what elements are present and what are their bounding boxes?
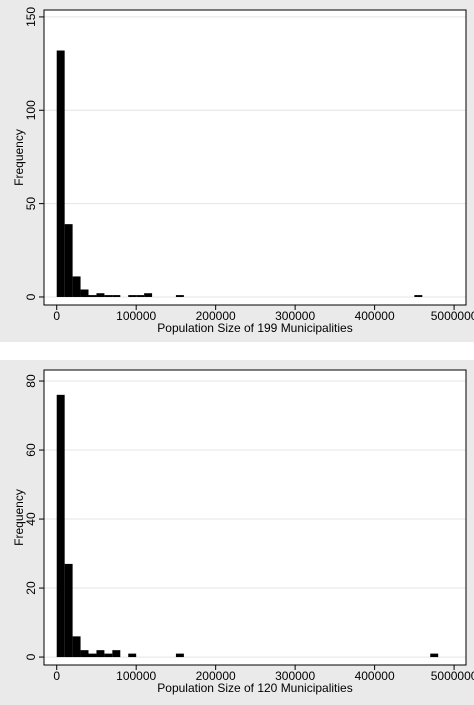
bar: [64, 224, 73, 297]
bar: [144, 293, 153, 297]
x-tick-label: 5000000: [431, 669, 474, 683]
bar: [96, 650, 105, 658]
x-tick-label: 400000: [355, 669, 395, 683]
plot-area: [44, 370, 466, 665]
y-tick-label: 0: [24, 653, 38, 660]
bar: [96, 293, 105, 297]
y-tick-label: 80: [24, 374, 38, 388]
x-tick-label: 0: [53, 309, 60, 323]
bar: [430, 653, 439, 658]
bar: [72, 276, 81, 297]
x-tick-label: 200000: [196, 669, 236, 683]
y-tick-label: 100: [24, 100, 38, 120]
bar: [104, 653, 113, 658]
bar: [414, 295, 423, 297]
y-tick-label: 20: [24, 581, 38, 595]
plot-frame: [43, 369, 467, 666]
y-tick-label: 150: [24, 7, 38, 27]
chart-panel: 0 50 100 150 0 100000 200000 300000 400000 500000…: [0, 0, 474, 342]
chart-panel: 0 20 40 60 80 0 100000 200000 300000 400000 500000…: [0, 360, 474, 705]
x-tick-label: 400000: [355, 309, 395, 323]
x-tick-label: 100000: [116, 669, 156, 683]
bar: [80, 650, 89, 658]
bar: [112, 295, 121, 297]
bar: [64, 563, 73, 658]
plot-area: [44, 10, 466, 305]
bar: [175, 295, 184, 297]
y-axis-label: Frequency: [12, 489, 26, 546]
bar: [136, 295, 145, 297]
bar: [56, 50, 65, 297]
x-tick-label: 300000: [275, 309, 315, 323]
bar: [128, 653, 137, 658]
bar: [80, 289, 89, 297]
x-tick-label: 200000: [196, 309, 236, 323]
bar: [112, 650, 121, 658]
y-tick-label: 60: [24, 443, 38, 457]
plot-frame: [43, 9, 467, 306]
x-tick-label: 5000000: [431, 309, 474, 323]
bar: [56, 394, 65, 658]
x-tick-label: 300000: [275, 669, 315, 683]
y-tick-label: 0: [24, 293, 38, 300]
y-tick-label: 40: [24, 512, 38, 526]
bar: [88, 653, 97, 658]
bar: [72, 636, 81, 658]
bar: [88, 295, 97, 297]
y-axis-label: Frequency: [12, 129, 26, 186]
bar: [128, 295, 137, 297]
bar: [175, 653, 184, 658]
y-tick-label: 50: [24, 197, 38, 211]
bar: [104, 295, 113, 297]
x-tick-label: 0: [53, 669, 60, 683]
x-axis-label: Population Size of 120 Municipalities: [157, 681, 352, 695]
x-axis-label: Population Size of 199 Municipalities: [157, 321, 352, 335]
x-tick-label: 100000: [116, 309, 156, 323]
